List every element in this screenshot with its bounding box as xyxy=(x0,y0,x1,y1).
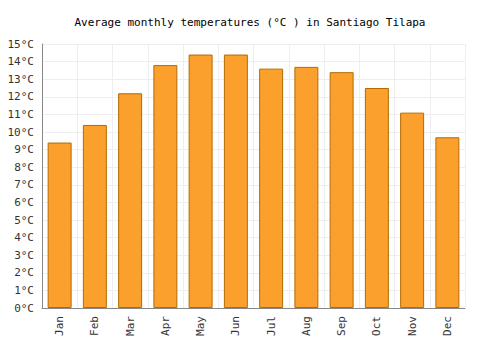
svg-text:Nov: Nov xyxy=(406,316,419,336)
svg-text:0°C: 0°C xyxy=(14,302,34,315)
svg-text:6°C: 6°C xyxy=(14,196,34,209)
svg-text:May: May xyxy=(194,316,207,336)
svg-text:Oct: Oct xyxy=(370,316,383,336)
svg-text:12°C: 12°C xyxy=(8,90,35,103)
svg-text:11°C: 11°C xyxy=(8,108,35,121)
svg-text:3°C: 3°C xyxy=(14,249,34,262)
svg-text:Sep: Sep xyxy=(335,316,348,336)
svg-text:4°C: 4°C xyxy=(14,231,34,244)
svg-text:8°C: 8°C xyxy=(14,161,34,174)
svg-text:2°C: 2°C xyxy=(14,266,34,279)
svg-text:10°C: 10°C xyxy=(8,126,35,139)
svg-text:13°C: 13°C xyxy=(8,73,35,86)
svg-text:15°C: 15°C xyxy=(8,38,35,51)
svg-text:7°C: 7°C xyxy=(14,178,34,191)
svg-text:Jan: Jan xyxy=(53,316,66,336)
svg-text:Jul: Jul xyxy=(265,316,278,336)
svg-text:Jun: Jun xyxy=(229,316,242,336)
svg-text:9°C: 9°C xyxy=(14,143,34,156)
svg-text:14°C: 14°C xyxy=(8,55,35,68)
svg-text:Dec: Dec xyxy=(441,316,454,336)
svg-text:Average monthly temperatures (: Average monthly temperatures (°C ) in Sa… xyxy=(75,16,426,29)
svg-text:1°C: 1°C xyxy=(14,284,34,297)
svg-text:5°C: 5°C xyxy=(14,214,34,227)
svg-text:Feb: Feb xyxy=(88,316,101,336)
svg-text:Apr: Apr xyxy=(159,316,172,336)
svg-text:Aug: Aug xyxy=(300,316,313,336)
svg-text:Mar: Mar xyxy=(124,316,137,336)
